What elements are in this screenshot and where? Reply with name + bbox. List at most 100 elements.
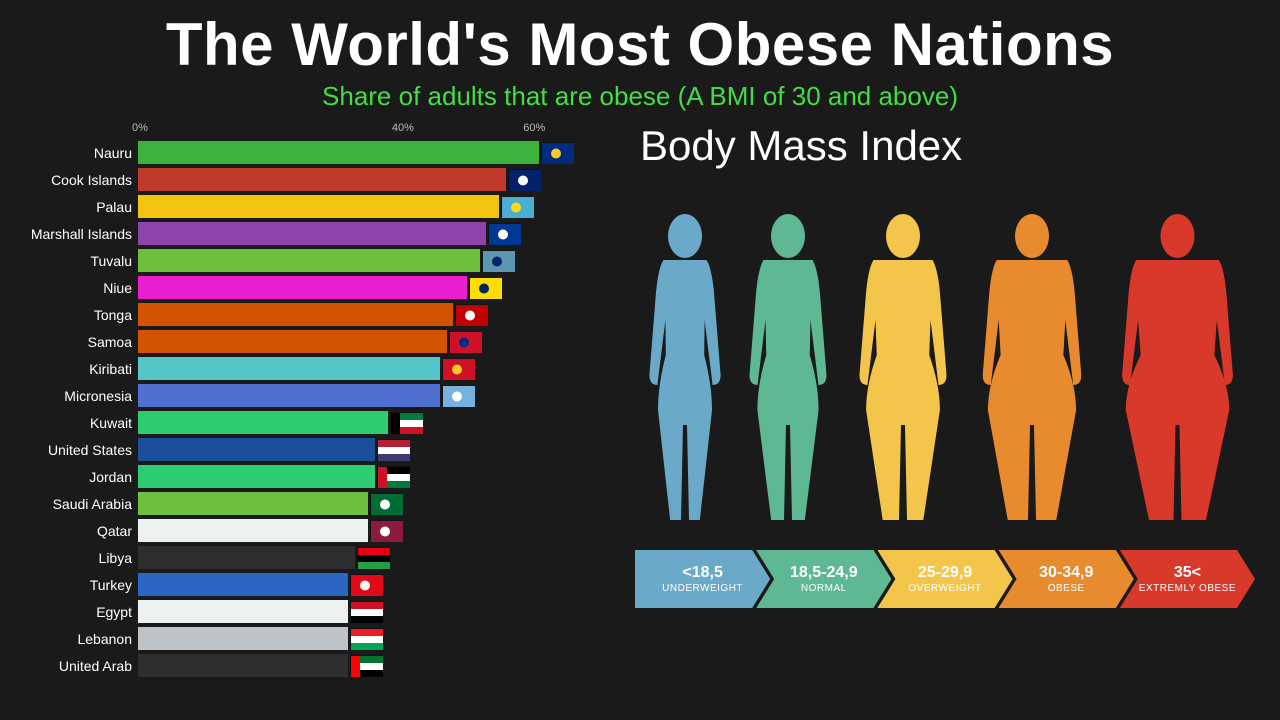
bar [138,330,447,353]
flag-icon [541,142,573,163]
bmi-label: UNDERWEIGHT [662,583,743,594]
bar [138,519,368,542]
flag-icon [377,439,409,460]
chart-row: Micronesia [20,383,600,408]
flag-icon [390,412,422,433]
country-label: Cook Islands [20,172,138,188]
bar [138,195,499,218]
chart-row: Kiribati [20,356,600,381]
bmi-category-arrow: 25-29,9OVERWEIGHT [877,550,1012,608]
country-label: Tonga [20,307,138,323]
bmi-category-arrow: 18,5-24,9NORMAL [756,550,891,608]
country-label: Qatar [20,523,138,539]
chart-row: United States [20,437,600,462]
chart-row: Libya [20,545,600,570]
chart-row: Marshall Islands [20,221,600,246]
bar [138,627,348,650]
chart-row: Saudi Arabia [20,491,600,516]
axis-tick: 40% [392,122,414,134]
bar [138,384,440,407]
country-label: Lebanon [20,631,138,647]
bmi-label: EXTREMLY OBESE [1139,583,1236,594]
flag-icon [469,277,501,298]
bmi-label: OVERWEIGHT [908,583,981,594]
flag-icon [370,493,402,514]
bmi-arrows: <18,5UNDERWEIGHT18,5-24,9NORMAL25-29,9OV… [630,550,1260,608]
country-label: Niue [20,280,138,296]
country-label: Tuvalu [20,253,138,269]
country-label: Palau [20,199,138,215]
bar [138,411,388,434]
flag-icon [350,601,382,622]
body-silhouette [640,210,730,530]
country-label: Micronesia [20,388,138,404]
flag-icon [508,169,540,190]
bar-chart: 0%40%60% NauruCook IslandsPalauMarshall … [20,122,600,678]
bar [138,276,467,299]
bar [138,438,375,461]
bar [138,141,539,164]
flag-icon [377,466,409,487]
flag-icon [449,331,481,352]
flag-icon [350,628,382,649]
bar [138,600,348,623]
bmi-category-arrow: 35<EXTREMLY OBESE [1120,550,1255,608]
country-label: Egypt [20,604,138,620]
bmi-title: Body Mass Index [640,122,1260,170]
bar [138,465,375,488]
country-label: Marshall Islands [20,226,138,242]
axis-labels: 0%40%60% [140,122,600,136]
main-title: The World's Most Obese Nations [0,0,1280,79]
flag-icon [455,304,487,325]
chart-row: Tuvalu [20,248,600,273]
chart-row: Lebanon [20,626,600,651]
flag-icon [482,250,514,271]
body-silhouette [739,210,837,530]
bmi-range: 30-34,9 [1039,564,1093,582]
chart-row: Egypt [20,599,600,624]
bmi-label: NORMAL [801,583,847,594]
bmi-range: 18,5-24,9 [790,564,858,582]
bmi-range: 25-29,9 [918,564,972,582]
chart-row: Jordan [20,464,600,489]
country-label: United States [20,442,138,458]
bmi-category-arrow: 30-34,9OBESE [999,550,1134,608]
bar [138,654,348,677]
bmi-label: OBESE [1048,583,1085,594]
chart-row: Nauru [20,140,600,165]
bar [138,303,453,326]
chart-row: United Arab [20,653,600,678]
chart-row: Kuwait [20,410,600,435]
country-label: Jordan [20,469,138,485]
body-silhouette [847,210,959,530]
axis-tick: 60% [523,122,545,134]
bmi-silhouettes [630,190,1260,530]
bar [138,492,368,515]
flag-icon [370,520,402,541]
country-label: Kuwait [20,415,138,431]
bmi-panel: Body Mass Index <18,5UNDERWEIGHT 18,5-24,… [610,122,1260,678]
bar [138,249,480,272]
flag-icon [357,547,389,568]
bar [138,357,440,380]
body-silhouette [968,210,1096,530]
chart-row: Qatar [20,518,600,543]
country-label: United Arab [20,658,138,674]
bar [138,168,506,191]
chart-row: Turkey [20,572,600,597]
flag-icon [501,196,533,217]
flag-icon [442,385,474,406]
chart-row: Niue [20,275,600,300]
bar [138,573,348,596]
bar [138,546,355,569]
bmi-range: <18,5 [682,564,722,582]
body-silhouette [1105,210,1250,530]
bar [138,222,486,245]
flag-icon [442,358,474,379]
country-label: Samoa [20,334,138,350]
flag-icon [350,655,382,676]
chart-row: Palau [20,194,600,219]
bmi-range: 35< [1174,564,1201,582]
country-label: Turkey [20,577,138,593]
country-label: Libya [20,550,138,566]
